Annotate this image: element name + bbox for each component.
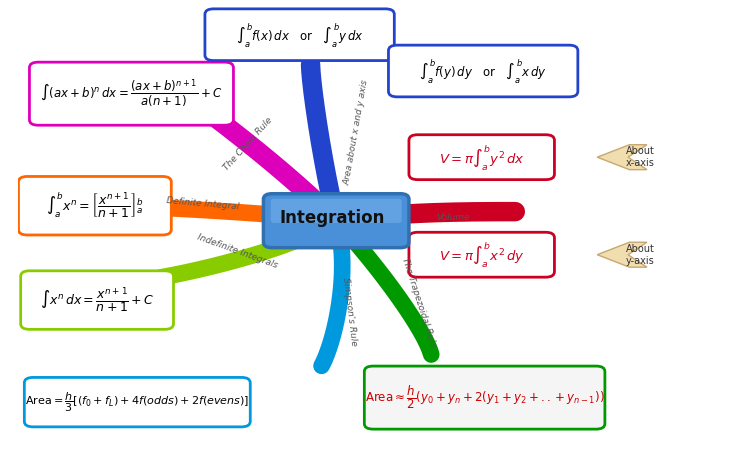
Text: Integration: Integration — [280, 209, 386, 228]
FancyBboxPatch shape — [364, 366, 605, 429]
Polygon shape — [597, 242, 647, 267]
Text: $\mathrm{Area} = \dfrac{h}{3}[(f_0+f_L)+4f(odds)+2f(evens)]$: $\mathrm{Area} = \dfrac{h}{3}[(f_0+f_L)+… — [26, 390, 250, 414]
FancyBboxPatch shape — [29, 62, 233, 125]
FancyBboxPatch shape — [263, 194, 409, 248]
FancyBboxPatch shape — [409, 232, 554, 277]
Text: About
x-axis: About x-axis — [626, 147, 655, 168]
Text: About
y-axis: About y-axis — [626, 244, 655, 266]
FancyBboxPatch shape — [205, 9, 394, 61]
Text: $\int_a^b x^n = \left[\dfrac{x^{n+1}}{n+1}\right]_a^b$: $\int_a^b x^n = \left[\dfrac{x^{n+1}}{n+… — [46, 191, 143, 221]
Text: $V = \pi\int_a^b y^2\,dx$: $V = \pi\int_a^b y^2\,dx$ — [439, 143, 524, 172]
FancyBboxPatch shape — [388, 45, 578, 97]
Text: Definite Integral: Definite Integral — [166, 196, 239, 212]
Text: The Chain Rule: The Chain Rule — [222, 115, 274, 172]
FancyBboxPatch shape — [409, 135, 554, 180]
FancyBboxPatch shape — [19, 177, 171, 235]
Text: $\mathrm{Area} \approx \dfrac{h}{2}(y_0+y_n+2(y_1+y_2+..+y_{n-1}))$: $\mathrm{Area} \approx \dfrac{h}{2}(y_0+… — [364, 384, 604, 411]
Polygon shape — [597, 145, 647, 170]
Text: Indefinite Integrals: Indefinite Integrals — [196, 233, 279, 270]
Text: $\int_a^b f(x)\,dx \quad \mathrm{or} \quad \int_a^b y\,dx$: $\int_a^b f(x)\,dx \quad \mathrm{or} \qu… — [236, 21, 364, 49]
Text: $\int(ax+b)^n\,dx = \dfrac{(ax+b)^{n+1}}{a(n+1)} + C$: $\int(ax+b)^n\,dx = \dfrac{(ax+b)^{n+1}}… — [40, 77, 223, 110]
Text: $\int_a^b f(y)\,dy \quad \mathrm{or} \quad \int_a^b x\,dy$: $\int_a^b f(y)\,dy \quad \mathrm{or} \qu… — [419, 57, 547, 85]
FancyBboxPatch shape — [24, 377, 251, 427]
Text: $\int x^n\,dx = \dfrac{x^{n+1}}{n+1} + C$: $\int x^n\,dx = \dfrac{x^{n+1}}{n+1} + C… — [40, 285, 154, 315]
Text: Area about x and y axis: Area about x and y axis — [342, 79, 370, 186]
Text: Simpson's Rule: Simpson's Rule — [341, 277, 358, 346]
FancyBboxPatch shape — [21, 271, 173, 329]
Text: Volume: Volume — [436, 213, 470, 222]
FancyBboxPatch shape — [271, 199, 401, 223]
Text: The Trapezoidal Rule: The Trapezoidal Rule — [400, 256, 438, 349]
Text: $V = \pi\int_a^b x^2\,dy$: $V = \pi\int_a^b x^2\,dy$ — [439, 240, 525, 269]
